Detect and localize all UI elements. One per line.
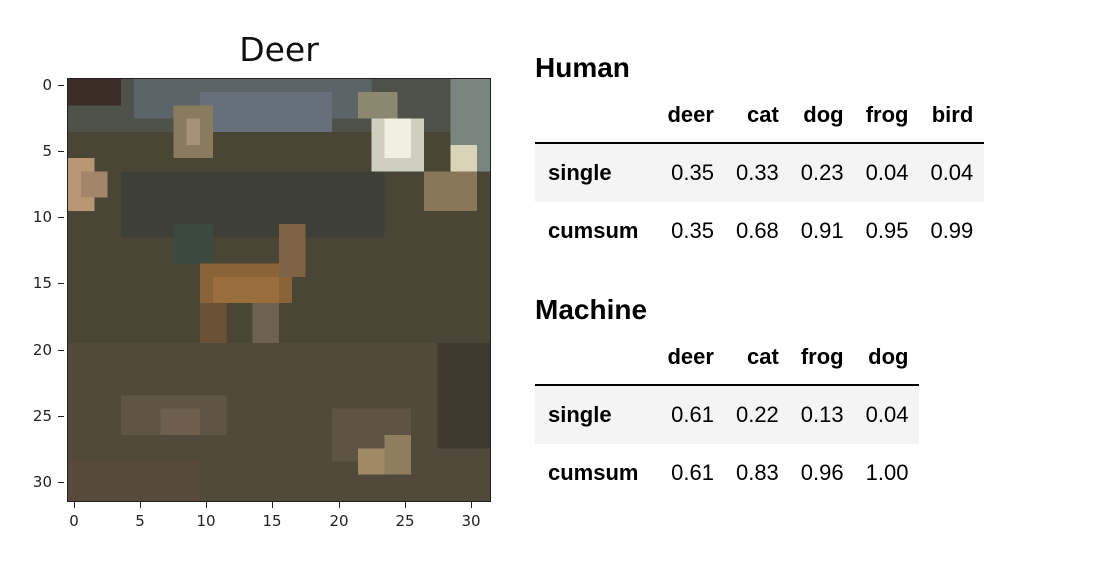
table-cell: 0.83	[735, 460, 779, 485]
human-section-title: Human	[535, 52, 630, 83]
x-tick-label: 20	[319, 502, 359, 530]
x-tick-label: 0	[54, 502, 94, 530]
column-header: dog	[789, 88, 855, 144]
machine-table: deer cat frog dog single 0.61 0.22 0.13 …	[535, 330, 920, 502]
table-header-row: deer cat frog dog	[535, 330, 920, 386]
x-tick-label: 30	[451, 502, 491, 530]
plot-title: Deer	[239, 30, 319, 69]
column-header: cat	[724, 88, 790, 144]
table-cell: 0.96	[800, 460, 844, 485]
x-tick-label: 15	[252, 502, 292, 530]
y-tick-label: 5	[0, 142, 64, 160]
x-tick-label: 10	[186, 502, 226, 530]
column-header: frog	[789, 330, 855, 386]
table-cell: 0.04	[865, 402, 909, 427]
table-cell: 0.95	[865, 218, 909, 243]
pixel-image	[67, 78, 491, 502]
table-cell: 0.04	[865, 160, 909, 185]
x-tick-label: 5	[120, 502, 160, 530]
y-tick-label: 20	[0, 341, 64, 359]
row-label: single	[548, 160, 612, 185]
machine-section-title: Machine	[535, 294, 648, 325]
table-row: single 0.61 0.22 0.13 0.04	[535, 385, 920, 444]
x-tick-label: 25	[385, 502, 425, 530]
column-header: deer	[656, 330, 725, 386]
y-tick-label: 15	[0, 274, 64, 292]
column-header: bird	[919, 88, 985, 144]
y-tick-label: 10	[0, 208, 64, 226]
column-header: deer	[656, 88, 725, 144]
y-tick-label: 30	[0, 473, 64, 491]
table-cell: 0.99	[930, 218, 974, 243]
column-header: dog	[854, 330, 920, 386]
pixel-image-svg	[68, 79, 490, 501]
column-header: frog	[854, 88, 920, 144]
y-tick-label: 0	[0, 76, 64, 94]
table-cell: 0.35	[671, 218, 714, 243]
table-cell: 0.13	[800, 402, 844, 427]
row-label: cumsum	[548, 218, 639, 243]
table-row: single 0.35 0.33 0.23 0.04 0.04	[535, 143, 985, 202]
table-row: cumsum 0.61 0.83 0.96 1.00	[535, 444, 919, 502]
table-cell: 0.68	[735, 218, 779, 243]
table-row: cumsum 0.35 0.68 0.91 0.95 0.99	[535, 202, 984, 260]
table-header-row: deer cat dog frog bird	[535, 88, 985, 144]
index-header	[535, 88, 657, 144]
row-label: single	[548, 402, 612, 427]
table-cell: 1.00	[865, 460, 909, 485]
table-cell: 0.33	[735, 160, 779, 185]
table-cell: 0.04	[930, 160, 974, 185]
y-tick-label: 25	[0, 407, 64, 425]
human-table: deer cat dog frog bird single 0.35 0.33 …	[535, 88, 985, 260]
table-cell: 0.35	[671, 160, 714, 185]
table-cell: 0.61	[671, 402, 714, 427]
table-cell: 0.61	[671, 460, 714, 485]
row-label: cumsum	[548, 460, 639, 485]
table-cell: 0.23	[800, 160, 844, 185]
index-header	[535, 330, 657, 386]
column-header: cat	[724, 330, 790, 386]
table-cell: 0.91	[800, 218, 844, 243]
table-cell: 0.22	[735, 402, 779, 427]
